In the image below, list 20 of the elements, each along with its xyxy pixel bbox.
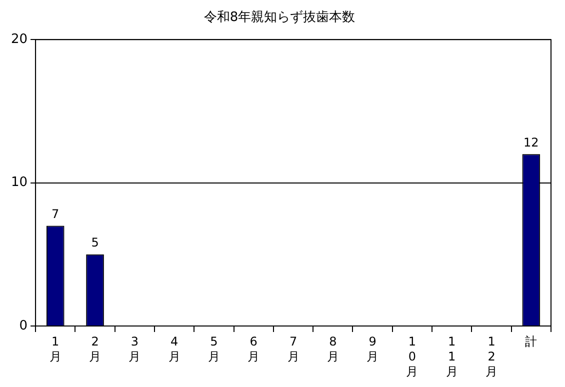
chart-title: 令和8年親知らず抜歯本数 [204,10,356,26]
x-tick-label: 2月 [89,334,102,364]
y-tick-label: 0 [19,318,28,334]
x-tick-label: 計 [525,334,538,349]
x-tick-label: 5月 [208,334,220,364]
x-tick-label: 8月 [326,334,339,364]
x-tick-label: 9月 [366,334,379,364]
x-tick-label: 7月 [287,334,300,364]
x-tick-label: 12月 [486,334,498,379]
x-tick-label: 3月 [128,334,141,364]
x-tick-label: 4月 [168,334,180,364]
data-label: 5 [91,236,99,250]
x-tick-label: 10月 [406,334,418,379]
data-label: 7 [52,206,60,221]
x-tick-label: 6月 [248,334,260,364]
x-tick-label: 1月 [49,334,62,364]
data-label: 12 [524,135,539,150]
x-tick-label: 11月 [446,334,458,379]
y-tick-label: 10 [10,175,28,190]
y-tick-label: 20 [10,32,28,47]
